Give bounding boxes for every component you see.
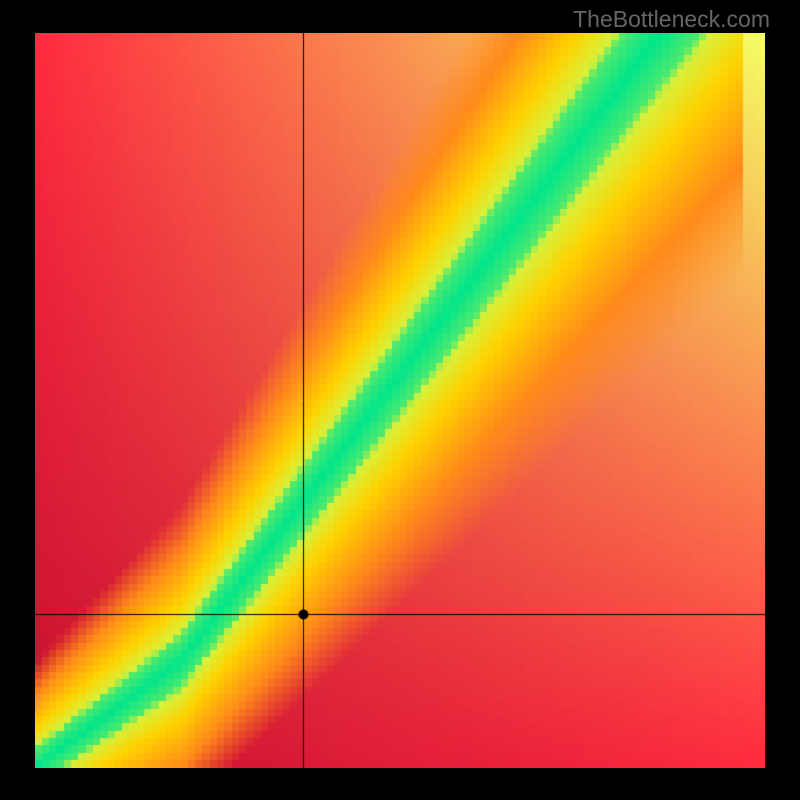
watermark-text: TheBottleneck.com bbox=[573, 6, 770, 33]
chart-container: TheBottleneck.com bbox=[0, 0, 800, 800]
bottleneck-heatmap bbox=[35, 33, 765, 768]
